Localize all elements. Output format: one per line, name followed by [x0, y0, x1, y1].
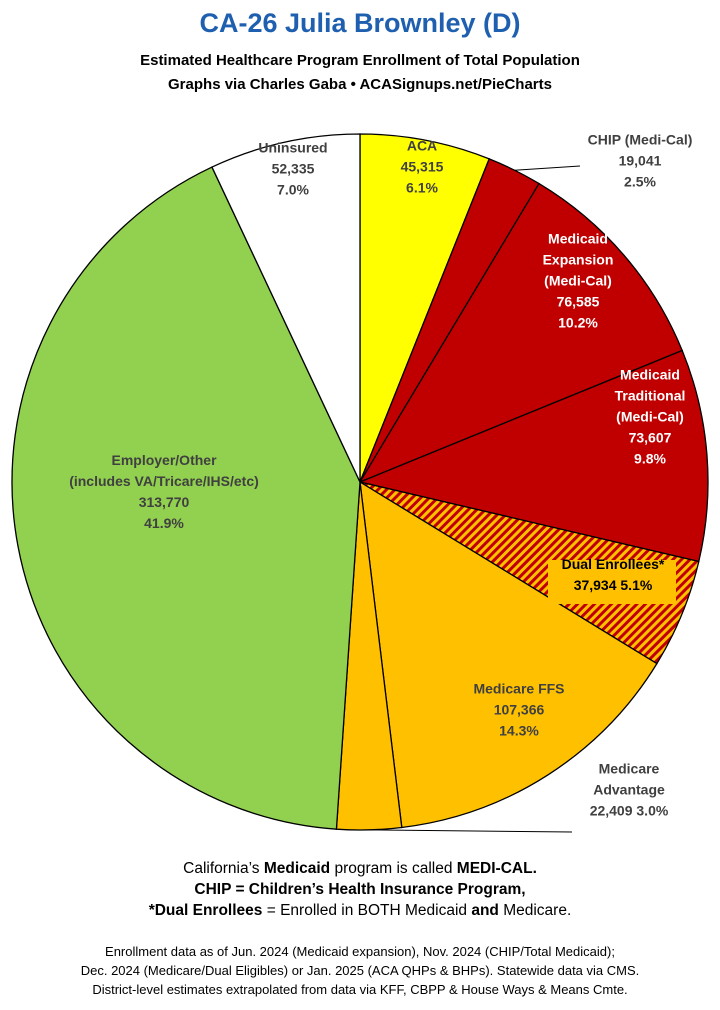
- pie-slice: [211, 133, 361, 483]
- pie-slice: [358, 182, 684, 484]
- note-dual: *Dual Enrollees = Enrolled in BOTH Medic…: [148, 902, 572, 919]
- slice-label: (includes VA/Tricare/IHS/etc): [69, 473, 259, 489]
- slice-value: 14.3%: [499, 723, 539, 739]
- slice-label: Expansion: [543, 252, 614, 268]
- slice-label: (Medi-Cal): [544, 273, 612, 289]
- chart-credit: Graphs via Charles Gaba • ACASignups.net…: [168, 76, 552, 93]
- slice-value: 76,585: [557, 294, 600, 310]
- slice-label: Employer/Other: [111, 452, 217, 468]
- dual-label-box: [548, 560, 676, 604]
- slice-value: 19,041: [619, 153, 662, 169]
- slice-label: Medicaid: [548, 231, 608, 247]
- slice-value: 107,366: [494, 702, 545, 718]
- slice-value: 22,409 3.0%: [590, 803, 669, 819]
- slice-label: Medicare: [599, 761, 660, 777]
- slice-value: 52,335: [272, 161, 315, 177]
- pie-slice: [359, 480, 658, 829]
- slice-value: 6.1%: [406, 180, 438, 196]
- slice-value: 37,934 5.1%: [574, 577, 653, 593]
- footer-line: District-level estimates extrapolated fr…: [92, 982, 628, 997]
- slice-value: 45,315: [401, 159, 444, 175]
- slice-label: Dual Enrollees*: [562, 556, 665, 572]
- pie-slice: [357, 349, 709, 563]
- slice-label: ACA: [407, 138, 437, 154]
- slice-value: 2.5%: [624, 174, 656, 190]
- pie-slice: [11, 166, 361, 830]
- slice-value: 7.0%: [277, 182, 309, 198]
- footer-line: Enrollment data as of Jun. 2024 (Medicai…: [105, 944, 615, 959]
- leader-line: [514, 165, 581, 171]
- footer-sources: Enrollment data as of Jun. 2024 (Medicai…: [0, 942, 720, 999]
- note-medi-cal: California’s Medicaid program is called …: [183, 860, 537, 877]
- footer-line: Dec. 2024 (Medicare/Dual Eligibles) or J…: [80, 963, 640, 978]
- pie-slice: [359, 133, 491, 483]
- chart-subtitle: Estimated Healthcare Program Enrollment …: [140, 52, 580, 69]
- slice-label: (Medi-Cal): [616, 409, 684, 425]
- slice-label: Uninsured: [258, 140, 327, 156]
- slice-label: Traditional: [615, 388, 686, 404]
- slice-value: 73,607: [629, 430, 672, 446]
- slice-label: Medicaid: [620, 367, 680, 383]
- slice-value: 313,770: [139, 494, 190, 510]
- slice-value: 9.8%: [634, 451, 666, 467]
- leader-line: [369, 829, 573, 833]
- notes: California’s Medicaid program is called …: [0, 858, 720, 921]
- slice-value: 10.2%: [558, 315, 598, 331]
- chart-title: CA-26 Julia Brownley (D): [199, 8, 521, 38]
- slice-value: 41.9%: [144, 515, 184, 531]
- slice-label: CHIP (Medi-Cal): [588, 132, 693, 148]
- note-chip: CHIP = Children’s Health Insurance Progr…: [194, 881, 526, 898]
- slice-label: Medicare FFS: [473, 681, 564, 697]
- slice-label: Advantage: [593, 782, 665, 798]
